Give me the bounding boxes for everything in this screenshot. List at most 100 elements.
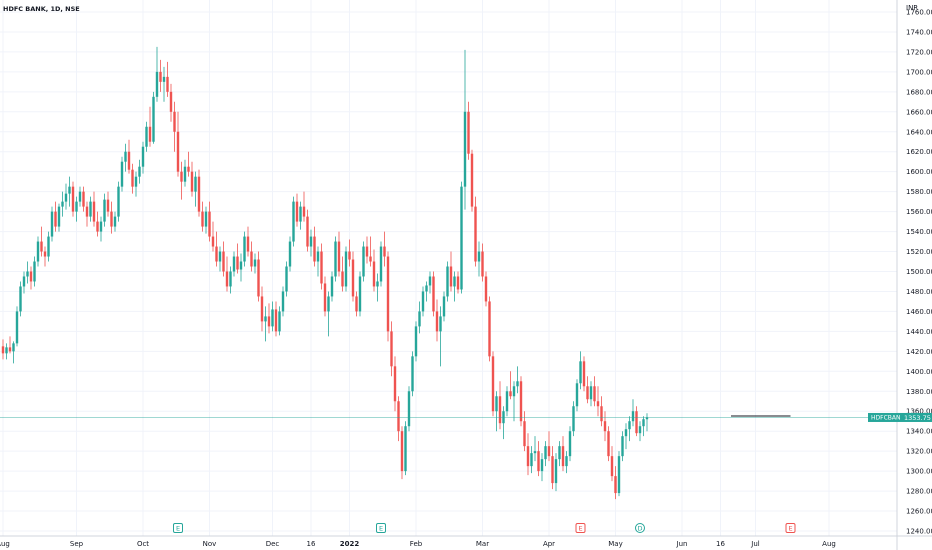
candle-body <box>463 111 467 187</box>
time-tick-label: May <box>608 540 622 548</box>
candle-body <box>530 453 533 467</box>
candle-body <box>183 166 187 182</box>
candle-body <box>166 76 169 92</box>
earnings-event-marker[interactable]: E <box>376 523 386 533</box>
price-level-line[interactable] <box>0 415 897 418</box>
candle-body <box>54 211 57 227</box>
dividend-event-marker[interactable]: D <box>635 523 645 533</box>
candle-body <box>187 166 190 172</box>
candle-body <box>481 251 484 277</box>
candle-body <box>358 276 362 312</box>
candle-body <box>260 296 264 322</box>
time-tick-label: Jul <box>750 540 760 548</box>
candle-body <box>15 311 19 344</box>
candle-body <box>418 311 421 327</box>
time-tick-label: Aug <box>822 540 836 548</box>
candle-body <box>614 476 617 494</box>
candle-body <box>78 191 82 202</box>
candle-body <box>190 171 194 192</box>
symbol-title: HDFC BANK, 1D, NSE <box>3 5 80 13</box>
candle-body <box>5 347 8 354</box>
candle-body <box>460 186 463 290</box>
candle-body <box>148 126 152 142</box>
candle-body <box>229 271 232 287</box>
earnings-event-marker[interactable]: E <box>575 523 586 533</box>
currency-label: INR <box>906 4 918 12</box>
candle-body <box>75 201 78 212</box>
candles[interactable] <box>1 46 649 500</box>
candle-body <box>176 131 180 172</box>
candle-body <box>169 91 173 112</box>
last-price-badge: HDFCBANK 1353.75 <box>868 412 932 422</box>
candle-body <box>313 236 316 262</box>
candle-body <box>292 201 295 242</box>
candle-body <box>565 456 568 467</box>
candle-body <box>197 176 201 212</box>
candle-body <box>544 446 547 460</box>
candle-body <box>456 276 460 290</box>
candle-body <box>582 361 586 387</box>
candle-body <box>425 285 428 292</box>
candle-body <box>376 281 379 287</box>
time-tick-label: Apr <box>543 540 555 548</box>
earnings-event-marker[interactable]: E <box>173 523 183 533</box>
time-tick-label: Nov <box>203 540 217 548</box>
candle-body <box>194 176 197 192</box>
candle-body <box>397 401 400 432</box>
price-tick-label: 1720.00 <box>906 48 932 56</box>
candle-body <box>250 251 253 267</box>
candle-body <box>400 431 404 472</box>
price-tick-label: 1320.00 <box>906 448 932 456</box>
candle-body <box>386 256 390 332</box>
earnings-event-marker[interactable]: E <box>785 523 796 533</box>
svg-text:E: E <box>379 525 383 533</box>
candle-body <box>40 241 43 252</box>
candle-body <box>600 406 603 422</box>
price-tick-label: 1280.00 <box>906 488 932 496</box>
candle-body <box>516 381 519 387</box>
candle-body <box>68 186 71 194</box>
price-tick-label: 1580.00 <box>906 188 932 196</box>
candle-body <box>106 199 110 212</box>
candle-body <box>575 383 579 407</box>
svg-text:D: D <box>637 525 642 533</box>
candle-body <box>561 446 565 467</box>
candle-body <box>645 417 649 420</box>
candle-body <box>498 396 502 424</box>
time-tick-label: Aug <box>0 540 10 548</box>
candle-body <box>362 246 365 277</box>
candle-body <box>351 259 355 297</box>
candle-body <box>64 193 68 202</box>
candle-body <box>421 291 425 312</box>
candle-body <box>621 436 624 457</box>
candle-body <box>617 456 621 494</box>
candle-body <box>134 176 138 187</box>
price-tick-label: 1620.00 <box>906 148 932 156</box>
time-tick-label: 2022 <box>340 540 360 548</box>
candle-body <box>267 316 271 327</box>
time-tick-label: 16 <box>307 540 316 548</box>
candle-body <box>572 406 575 432</box>
candle-body <box>337 241 341 272</box>
candle-body <box>327 296 330 312</box>
candle-body <box>92 201 96 222</box>
candle-body <box>495 396 498 412</box>
candle-body <box>596 401 600 407</box>
time-tick-label: Sep <box>70 540 84 548</box>
price-tick-label: 1400.00 <box>906 368 932 376</box>
candle-body <box>155 71 159 97</box>
candle-body <box>278 311 281 332</box>
candle-body <box>323 283 327 312</box>
price-tick-label: 1260.00 <box>906 508 932 516</box>
candle-body <box>523 421 526 447</box>
candle-body <box>173 111 176 132</box>
candle-body <box>215 246 218 262</box>
candle-body <box>526 446 530 467</box>
candle-body <box>355 296 358 312</box>
price-tick-label: 1480.00 <box>906 288 932 296</box>
candle-body <box>201 211 204 227</box>
candle-body <box>222 251 225 272</box>
